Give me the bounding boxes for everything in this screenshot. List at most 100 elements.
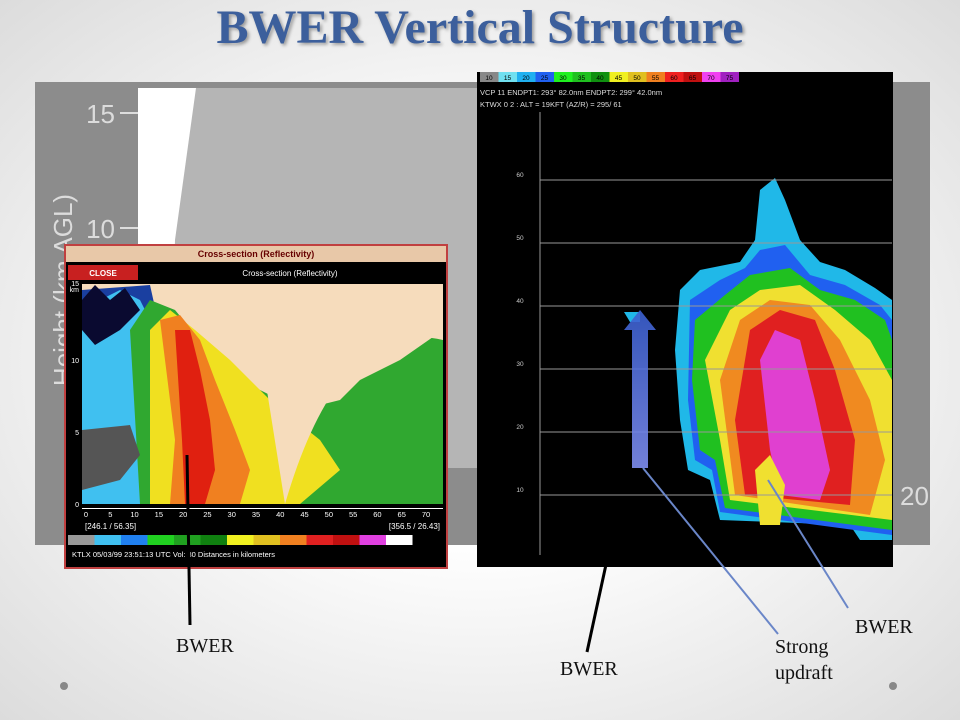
colorbar-cell [200, 535, 227, 545]
colorbar-cell [386, 535, 413, 545]
colorbar-cell [683, 72, 702, 82]
x-tick-label: 55 [349, 510, 357, 519]
panel-title: Cross-section (Reflectivity) [242, 269, 337, 278]
colorbar-cell [359, 535, 386, 545]
annotation: BWER [560, 658, 618, 680]
colorbar-label: 50 [633, 75, 641, 82]
colorbar-cell [720, 72, 739, 82]
colorbar-cell [280, 535, 307, 545]
footer: KTLX 05/03/99 23:51:13 UTC Vol: 30 Dista… [72, 550, 275, 559]
x-tick-label: 20 [900, 481, 929, 511]
colorbar-cell [554, 72, 573, 82]
updraft-arrow [624, 310, 656, 468]
cross-section-window: Cross-section (Reflectivity) CLOSE Cross… [64, 244, 448, 569]
colorbar-cell [94, 535, 121, 545]
colorbar-label: 15 [504, 75, 512, 82]
window-title: Cross-section (Reflectivity) [198, 249, 315, 259]
colorbar-cell [628, 72, 647, 82]
clear-air [250, 284, 443, 504]
colorbar-cell [535, 72, 554, 82]
y-tick-label: 0 [75, 502, 79, 509]
colorbar-cell [702, 72, 721, 82]
annotation: BWER [176, 635, 234, 657]
colorbar-cell [227, 535, 254, 545]
title-bar [66, 246, 446, 262]
colorbar-label: 75 [726, 75, 734, 82]
colorbar-label: 25 [541, 75, 549, 82]
colorbar-label: 30 [559, 75, 567, 82]
colorbar-cell [68, 535, 95, 545]
colorbar-label: 35 [578, 75, 586, 82]
y-tick-label: 20 [516, 424, 524, 431]
colorbar-cell [646, 72, 665, 82]
colorbar-cell [665, 72, 684, 82]
colorbar-cell [333, 535, 360, 545]
x-tick-label: 65 [398, 510, 406, 519]
colorbar-label: 60 [670, 75, 678, 82]
echo [760, 330, 830, 500]
colorbar-cell [572, 72, 591, 82]
rhi-header: KTWX 0 2 : ALT = 19KFT (AZ/R) = 295/ 61 [480, 100, 622, 109]
x-tick-label: 70 [422, 510, 430, 519]
colorbar-label: 40 [596, 75, 604, 82]
colorbar-cell [121, 535, 148, 545]
pointer-line [585, 559, 609, 653]
colorbar-cell [306, 535, 333, 545]
x-tick-label: 25 [203, 510, 211, 519]
x-tick-label: 45 [300, 510, 308, 519]
echo [175, 330, 215, 504]
x-tick-label: 60 [373, 510, 381, 519]
annotation: Strong updraft [775, 636, 833, 684]
colorbar-cell [147, 535, 174, 545]
annotation: BWER [855, 616, 913, 638]
y-tick-label: 5 [75, 430, 79, 437]
colorbar-cell [498, 72, 517, 82]
rhi-image: 10 15 20 25 30 35 40 45 50 55 60 65 70 75 VCP 11 ENDP… [477, 72, 893, 567]
colorbar-label: 45 [615, 75, 623, 82]
decor-dot [889, 682, 897, 690]
coord-left: [246.1 / 56.35] [85, 522, 136, 531]
y-tick-label: 60 [516, 172, 524, 179]
x-tick-label: 0 [84, 510, 88, 519]
x-tick-label: 5 [108, 510, 112, 519]
decor-dot [60, 682, 68, 690]
coord-right: [356.5 / 26.43] [389, 522, 440, 531]
rhi-header: VCP 11 ENDPT1: 293° 82.0nm ENDPT2: 299° … [480, 88, 662, 97]
colorbar-cell [517, 72, 536, 82]
x-tick-label: 30 [228, 510, 236, 519]
y-tick-label: 10 [86, 214, 115, 244]
echo [82, 285, 140, 345]
bwer-notch [755, 455, 785, 525]
x-tick-label: 35 [252, 510, 260, 519]
y-tick-label: 40 [516, 298, 524, 305]
close-button[interactable] [68, 265, 138, 280]
x-tick-label: 40 [276, 510, 284, 519]
x-axis [82, 508, 443, 509]
pointer-line [185, 454, 192, 626]
y-tick-label: 15 [71, 281, 79, 288]
echo [82, 425, 140, 490]
y-tick-label: 15 [86, 99, 115, 129]
colorbar-cell [609, 72, 628, 82]
x-tick-label: 50 [325, 510, 333, 519]
y-unit: km [70, 287, 80, 294]
colorbar-label: 65 [689, 75, 697, 82]
y-tick-label: 10 [516, 487, 524, 494]
x-tick-label: 10 [130, 510, 138, 519]
colorbar-label: 55 [652, 75, 660, 82]
colorbar-cell [591, 72, 610, 82]
y-tick-label: 30 [516, 361, 524, 368]
pointer-line [642, 467, 779, 635]
x-tick-label: 15 [155, 510, 163, 519]
colorbar-cell [480, 72, 499, 82]
close-label[interactable]: CLOSE [89, 269, 117, 278]
pointer-line [767, 479, 849, 609]
x-tick-label: 20 [179, 510, 187, 519]
y-tick-label: 50 [516, 235, 524, 242]
slide-title: BWER Vertical Structure [216, 1, 744, 54]
y-tick-label: 10 [71, 358, 79, 365]
colorbar-label: 20 [522, 75, 530, 82]
colorbar-label: 10 [485, 75, 493, 82]
